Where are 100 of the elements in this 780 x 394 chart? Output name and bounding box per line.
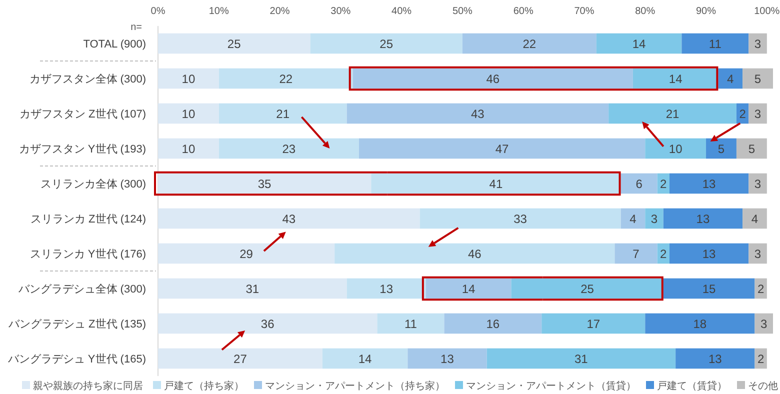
data-label: 4 xyxy=(751,212,758,226)
data-label: 7 xyxy=(632,247,640,261)
data-label: 21 xyxy=(276,107,290,121)
legend-label: 戸建て（持ち家） xyxy=(164,380,244,392)
y-tick-label: スリランカ Z世代 (124) xyxy=(30,212,146,226)
bar xyxy=(542,313,646,334)
y-tick-label: バングラデシュ Z世代 (135) xyxy=(7,318,146,330)
bar xyxy=(718,68,743,89)
x-tick-label: 100% xyxy=(754,6,780,17)
data-label: 29 xyxy=(240,247,254,261)
data-label: 13 xyxy=(440,352,454,366)
data-label: 14 xyxy=(632,37,646,51)
y-tick-label: スリランカ Y世代 (176) xyxy=(30,248,146,260)
x-tick-label: 20% xyxy=(270,6,290,17)
data-label: 4 xyxy=(630,212,637,226)
bar xyxy=(742,208,767,229)
bar xyxy=(158,33,310,54)
legend-label: マンション・アパートメント（持ち家） xyxy=(265,380,445,392)
bar xyxy=(310,33,462,54)
bar xyxy=(346,103,609,124)
bar xyxy=(748,173,767,194)
data-label: 36 xyxy=(260,317,275,331)
bar xyxy=(158,243,335,264)
bar xyxy=(158,173,372,194)
bar xyxy=(426,278,512,299)
data-label: 43 xyxy=(282,212,296,226)
bar xyxy=(663,278,755,299)
data-label: 14 xyxy=(462,282,476,296)
data-label: 13 xyxy=(708,352,722,366)
bar xyxy=(682,33,749,54)
bar xyxy=(158,278,347,299)
y-tick-label: バングラデシュ全体 (300) xyxy=(17,284,146,296)
data-label: 5 xyxy=(748,142,756,156)
bar xyxy=(218,103,347,124)
legend-label: その他 xyxy=(748,380,778,392)
bar xyxy=(158,68,219,89)
bar xyxy=(420,208,621,229)
y-tick-label: カザフスタン全体 (300) xyxy=(29,74,146,86)
bar xyxy=(346,278,426,299)
data-label: 2 xyxy=(739,107,746,121)
bar xyxy=(748,103,767,124)
x-tick-label: 10% xyxy=(208,6,230,17)
data-label: 46 xyxy=(486,72,500,86)
y-tick-label: カザフスタン Y世代 (193) xyxy=(18,142,146,156)
bar xyxy=(748,243,767,264)
bar xyxy=(645,138,706,159)
bar xyxy=(632,68,718,89)
data-label: 25 xyxy=(380,37,394,51)
data-label: 5 xyxy=(718,142,725,156)
data-label: 5 xyxy=(754,72,762,86)
x-tick-label: 40% xyxy=(392,6,412,17)
data-label: 18 xyxy=(693,317,707,331)
data-label: 13 xyxy=(696,212,710,226)
data-label: 25 xyxy=(227,37,242,51)
bar xyxy=(334,243,615,264)
data-label: 27 xyxy=(234,352,248,366)
data-label: 10 xyxy=(182,142,196,156)
data-label: 14 xyxy=(668,72,683,86)
data-label: 4 xyxy=(727,72,734,86)
data-label: 41 xyxy=(489,177,503,191)
x-tick-label: 90% xyxy=(696,6,716,17)
bar xyxy=(669,243,749,264)
x-tick-label: 60% xyxy=(513,6,534,17)
y-tick-label: バングラデシュ Y世代 (165) xyxy=(6,352,146,366)
bar xyxy=(377,313,444,334)
data-label: 2 xyxy=(660,247,668,261)
bar xyxy=(754,348,767,369)
data-label: 13 xyxy=(702,177,716,191)
bar xyxy=(158,348,322,369)
bar xyxy=(754,313,773,334)
data-label: 3 xyxy=(754,107,762,121)
x-tick-label: 80% xyxy=(635,6,656,17)
data-label: 22 xyxy=(522,37,536,51)
data-label: 13 xyxy=(702,247,716,261)
data-label: 11 xyxy=(404,317,418,331)
bar xyxy=(462,33,596,54)
data-label: 31 xyxy=(246,282,260,296)
bar xyxy=(352,68,633,89)
bar xyxy=(218,68,353,89)
bar xyxy=(736,138,767,159)
bar xyxy=(158,313,378,334)
bar xyxy=(706,138,736,159)
x-tick-label: 50% xyxy=(452,6,473,17)
bar xyxy=(486,348,676,369)
bar xyxy=(620,208,646,229)
bar xyxy=(676,348,755,369)
bar xyxy=(645,208,664,229)
data-label: 17 xyxy=(586,317,600,331)
bar xyxy=(748,33,767,54)
legend-label: 親や親族の持ち家に同居 xyxy=(33,380,143,392)
bar xyxy=(614,243,658,264)
y-tick-label: TOTAL (900) xyxy=(83,38,146,50)
bar xyxy=(596,33,682,54)
data-label: 33 xyxy=(514,212,528,226)
data-label: 31 xyxy=(574,352,588,366)
data-label: 3 xyxy=(754,247,762,261)
data-label: 10 xyxy=(182,72,196,86)
bar xyxy=(158,208,420,229)
data-label: 21 xyxy=(666,107,680,121)
bar xyxy=(645,313,755,334)
